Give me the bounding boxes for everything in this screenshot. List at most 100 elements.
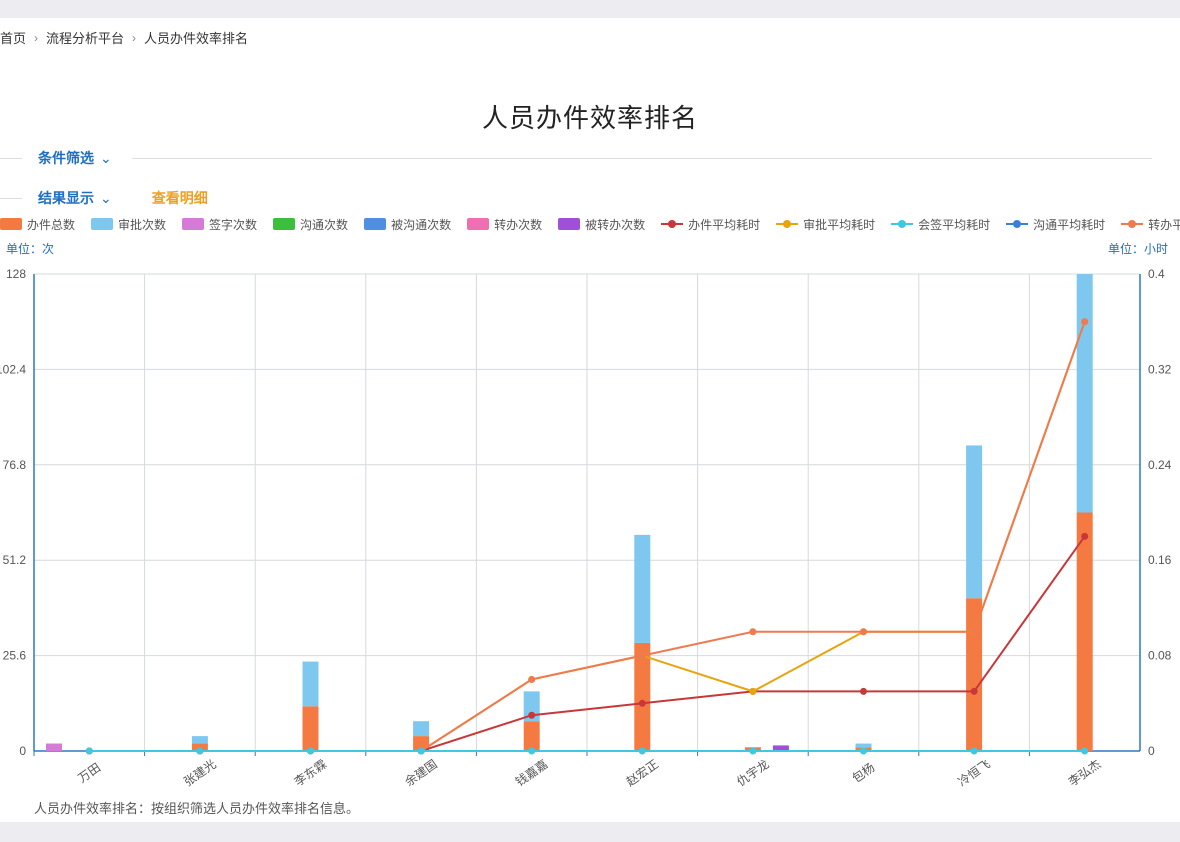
y-left-tick-label: 51.2 [3,553,27,567]
series-point [749,628,757,636]
x-tick-label: 钱嘉嘉 [512,756,550,789]
legend-item[interactable]: 会签平均耗时 [891,216,990,233]
series-point [970,628,978,636]
series-point [1081,747,1089,755]
filter-section-toggle[interactable]: 条件筛选 ⌄ [38,148,112,168]
legend-swatch [91,218,114,230]
legend-swatch [661,218,684,230]
filter-section: 条件筛选 ⌄ [0,146,1152,170]
breadcrumb: 首页 › 流程分析平台 › 人员办件效率排名 [0,28,248,47]
legend-label: 被沟通次数 [391,217,452,232]
legend-swatch [776,218,799,230]
series-point [528,675,536,683]
x-tick-label: 张建光 [181,757,219,789]
series-point [196,747,204,755]
bar [46,743,62,751]
bar [523,691,540,722]
legend-item[interactable]: 转办平均耗时 [1121,216,1180,233]
x-tick-label: 仇宇龙 [734,757,772,789]
x-tick-label: 冷恒飞 [955,757,993,789]
series-point [1081,318,1089,326]
chevron-right-icon: › [132,30,137,45]
legend-label: 审批次数 [118,217,167,232]
y-left-tick-label: 76.8 [3,458,27,472]
legend-label: 沟通平均耗时 [1033,217,1106,232]
bar [523,721,540,751]
legend-swatch [273,218,296,230]
bar [413,721,430,737]
legend-item[interactable]: 被沟通次数 [364,216,451,233]
series-point [528,711,536,719]
breadcrumb-home[interactable]: 首页 [0,31,27,46]
legend-item[interactable]: 审批平均耗时 [776,216,875,233]
legend-item[interactable]: 沟通平均耗时 [1006,216,1105,233]
series-point [638,652,646,660]
filter-section-label: 条件筛选 [38,150,94,166]
y-left-tick-label: 102.4 [0,362,26,376]
legend-swatch [182,218,205,230]
page-title: 人员办件效率排名 [481,103,698,133]
left-axis-unit: 单位：次 [6,242,55,256]
breadcrumb-current: 人员办件效率排名 [144,31,249,46]
bar [302,706,319,751]
page-frame: 首页 › 流程分析平台 › 人员办件效率排名 人员办件效率排名 条件筛选 ⌄ 结果… [0,18,1180,822]
legend-swatch [467,218,490,230]
series-point [638,747,646,755]
series-point [638,699,646,707]
y-right-tick-label: 0.16 [1148,553,1172,567]
footer-note: 人员办件效率排名：按组织筛选人员办件效率排名信息。 [34,801,360,816]
legend-item[interactable]: 沟通次数 [273,216,348,233]
efficiency-chart: 0 25.6 51.2 76.8 102.4 128 0 0.08 0.16 0.24 0.32 0.… [0,267,1172,789]
legend-item[interactable]: 审批次数 [91,216,166,233]
legend-label: 沟通次数 [300,217,349,232]
y-left-tick-label: 0 [19,744,26,758]
legend-swatch [558,218,581,230]
legend-item[interactable]: 被转办次数 [558,216,645,233]
legend-label: 转办次数 [494,217,543,232]
series-point [1081,532,1089,540]
legend-item[interactable]: 转办次数 [467,216,542,233]
legend-item[interactable]: 签字次数 [182,216,257,233]
divider [0,197,22,199]
y-right-tick-label: 0.32 [1148,362,1172,376]
x-tick-label: 余建国 [402,756,440,789]
series-point [860,747,867,755]
bar [634,642,651,751]
divider [0,157,22,159]
legend-label: 审批平均耗时 [803,217,876,232]
series-point [85,747,93,755]
bar [634,534,651,643]
x-tick-label: 李东霖 [291,756,329,789]
divider [131,157,1152,159]
series-point [749,687,757,695]
legend-swatch [891,218,914,230]
series-point [307,747,314,755]
y-right-tick-label: 0.08 [1148,649,1172,663]
series-point [528,747,536,755]
result-section-label: 结果显示 [38,190,94,206]
legend-swatch [364,218,387,230]
bar [191,736,208,744]
legend-swatch [0,218,22,230]
x-tick-label: 赵宏正 [623,756,661,789]
legend-label: 签字次数 [209,217,258,232]
legend-item[interactable]: 办件总数 [0,216,75,233]
series-point [860,687,867,695]
bar [1076,274,1093,513]
y-right-tick-label: 0 [1148,744,1155,758]
chart-legend: 办件总数 审批次数 签字次数 沟通次数 被沟通次数 转办次数 被转办次数 办件平均耗时 审批平均… [0,214,1180,234]
breadcrumb-platform[interactable]: 流程分析平台 [46,31,125,46]
chevron-right-icon: › [34,30,39,45]
bar [1076,512,1093,751]
series-point [749,747,757,755]
y-right-tick-label: 0.24 [1148,458,1172,472]
view-detail-link[interactable]: 查看明细 [151,190,208,206]
series-point [970,687,978,695]
bar [966,598,983,751]
legend-swatch [1121,218,1144,230]
result-section: 结果显示 ⌄ 查看明细 [0,186,208,210]
right-axis-unit: 单位：小时 [1108,242,1169,256]
legend-label: 办件总数 [27,217,76,232]
legend-item[interactable]: 办件平均耗时 [661,216,760,233]
result-section-toggle[interactable]: 结果显示 ⌄ [38,188,112,208]
